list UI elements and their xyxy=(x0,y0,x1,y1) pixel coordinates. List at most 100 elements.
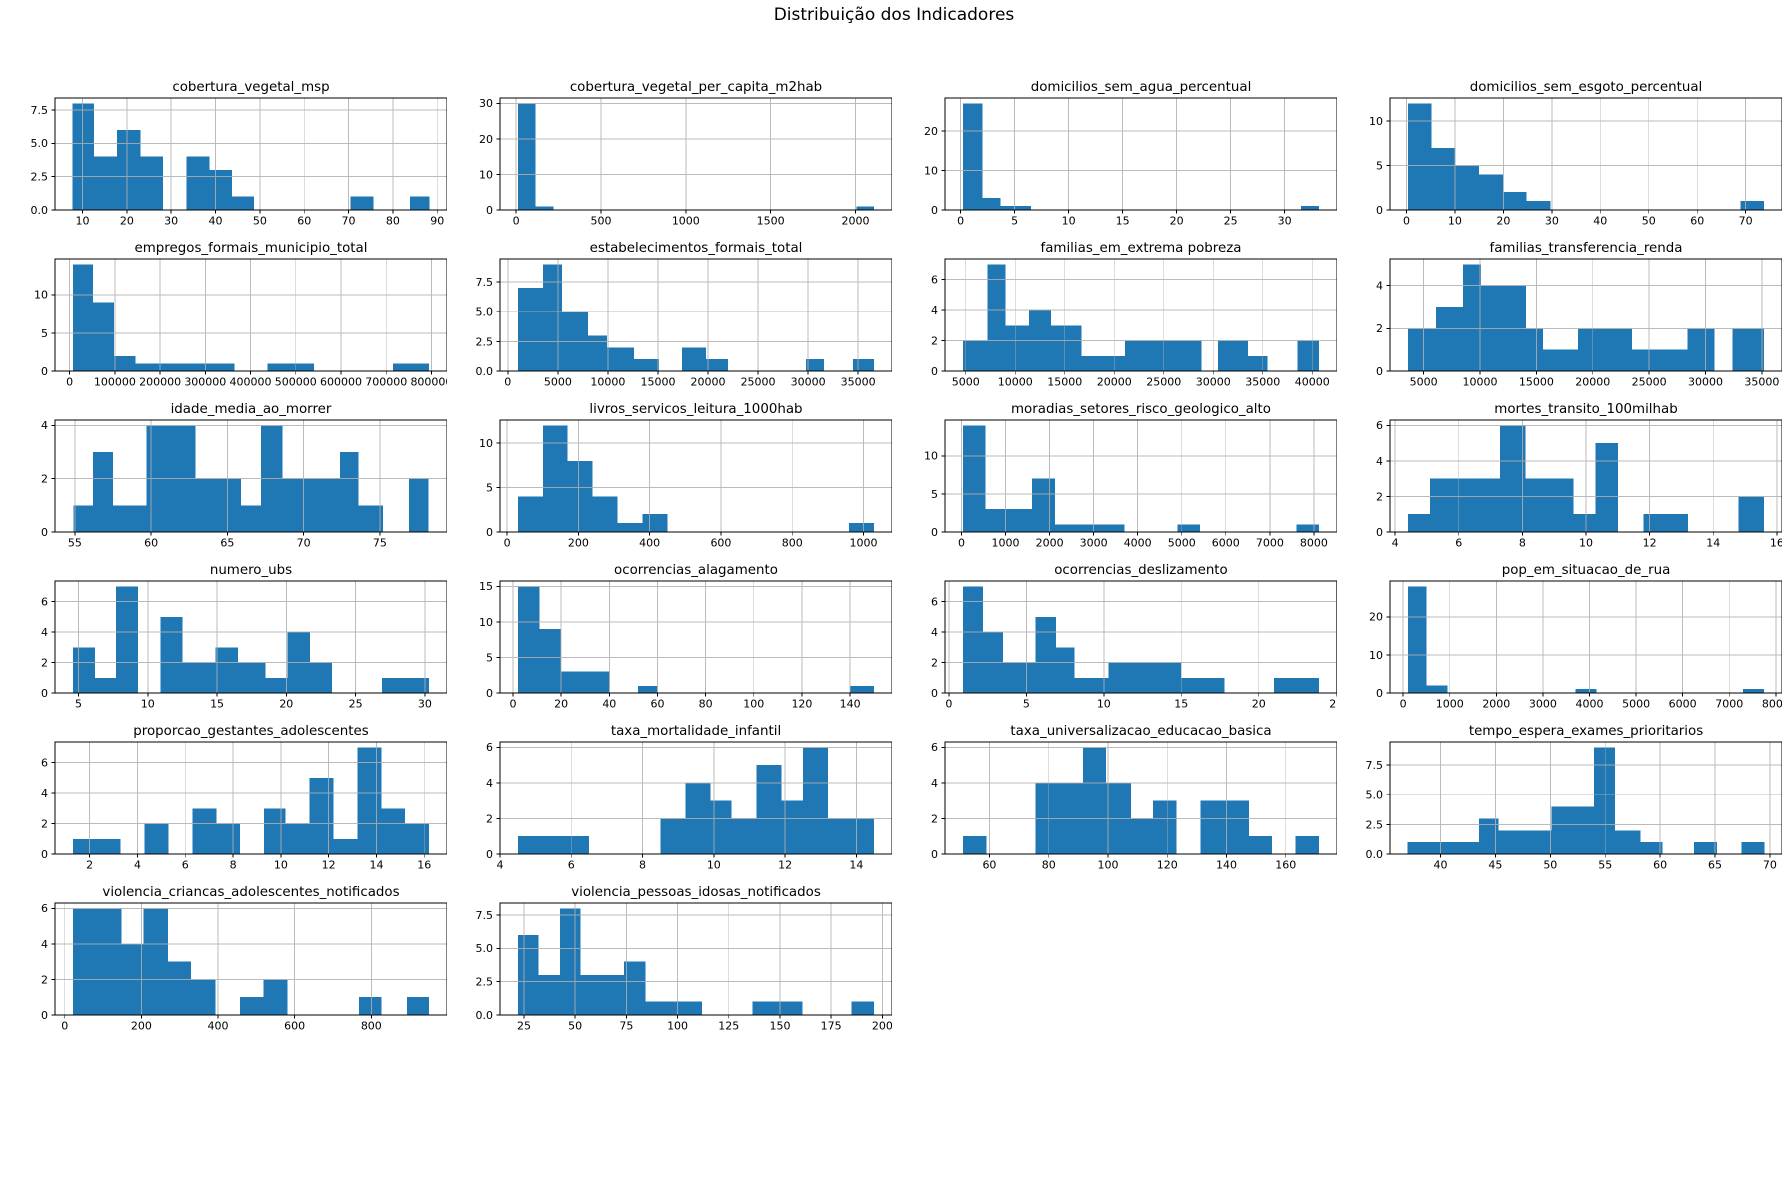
histogram-bar xyxy=(1249,836,1272,854)
histogram-bar xyxy=(1050,325,1082,371)
tick-labels: 0 1000 2000 3000 4000 5000 6000 7000 8000 0 10 20 xyxy=(1369,611,1782,711)
y-tick-label: 0 xyxy=(486,687,493,700)
x-tick-label: 70 xyxy=(1739,215,1753,228)
y-tick-label: 2 xyxy=(1376,490,1383,503)
x-tick-label: 100 xyxy=(1097,859,1118,872)
x-tick-label: 70 xyxy=(297,537,311,550)
histogram-bar xyxy=(1551,806,1595,854)
x-tick-label: 45 xyxy=(1488,859,1502,872)
x-tick-label: 15000 xyxy=(1519,376,1554,389)
x-tick-label: 400000 xyxy=(230,376,272,389)
histogram-domicilios-sem-esgoto-percentual: domicilios_sem_esgoto_percentual 0 10 20 30 4… xyxy=(1337,76,1782,237)
axes-border xyxy=(54,258,447,372)
x-tick-label: 1000 xyxy=(992,537,1020,550)
histogram-bar xyxy=(309,662,333,693)
tick-marks xyxy=(1386,616,1777,697)
histogram-bar xyxy=(660,818,686,854)
tick-labels: 10 20 30 40 50 60 70 80 90 0.0 2.5 5.0 7.5 xyxy=(31,104,445,228)
histogram-bar xyxy=(267,363,314,371)
subplot-title: numero_ubs xyxy=(210,563,292,578)
x-tick-label: 1500 xyxy=(757,215,785,228)
x-tick-label: 0 xyxy=(66,376,73,389)
axes-border xyxy=(944,580,1337,694)
histogram-bar xyxy=(209,170,232,210)
x-tick-label: 14 xyxy=(849,859,863,872)
y-tick-label: 10 xyxy=(479,168,493,181)
x-tick-label: 60 xyxy=(144,537,158,550)
x-tick-label: 10000 xyxy=(1462,376,1497,389)
histogram-bars xyxy=(517,908,875,1015)
histogram-bar xyxy=(1526,328,1544,371)
y-tick-label: 0 xyxy=(41,687,48,700)
y-tick-label: 10 xyxy=(1369,115,1383,128)
y-tick-label: 6 xyxy=(931,273,938,286)
x-tick-label: 4 xyxy=(134,859,141,872)
x-tick-label: 10 xyxy=(1579,537,1593,550)
histogram-bar xyxy=(186,156,210,210)
histogram-bar xyxy=(1463,264,1482,371)
tick-labels: 60 80 100 120 140 160 0 2 4 6 xyxy=(931,741,1296,871)
y-tick-label: 7.5 xyxy=(1366,759,1384,772)
tick-labels: 0 100000 200000 300000 400000 500000 600000 700… xyxy=(34,289,447,389)
y-tick-label: 20 xyxy=(924,125,938,138)
histogram-bar xyxy=(409,196,430,210)
plot-canvas-domicilios-sem-agua-percentual: domicilios_sem_agua_percentual 0 5 10 15 20 25… xyxy=(924,80,1337,228)
histogram-mortes-transito-100milhab: mortes_transito_100milhab 4 6 8 10 12 14 16 0 2 4 6 xyxy=(1337,398,1782,559)
histogram-bar xyxy=(1643,514,1688,532)
histogram-bar xyxy=(72,908,122,1015)
histogram-bar xyxy=(195,478,242,532)
histogram-taxa-universalizacao-educacao-basica: taxa_universalizacao_educacao_basica 60 80… xyxy=(892,720,1337,881)
histogram-bar xyxy=(827,818,875,854)
histogram-bar xyxy=(406,997,430,1015)
histogram-bar xyxy=(168,961,192,1015)
histogram-bar xyxy=(1407,842,1479,854)
histogram-cobertura-vegetal-per-capita-m2hab: cobertura_vegetal_per_capita_m2hab 0 500 10… xyxy=(447,76,892,237)
histogram-bar xyxy=(1035,616,1056,693)
histogram-bar xyxy=(309,777,334,854)
histogram-bar xyxy=(93,452,113,532)
y-tick-label: 10 xyxy=(479,616,493,629)
x-tick-label: 20000 xyxy=(1575,376,1610,389)
plot-canvas-idade-media-ao-morrer: idade_media_ao_morrer 55 60 65 70 75 0 2 4 xyxy=(41,402,447,550)
subplot-title: violencia_criancas_adolescentes_notifica… xyxy=(102,885,399,900)
histogram-bar xyxy=(1455,165,1480,210)
x-tick-label: 8 xyxy=(230,859,237,872)
subplot-title: familias_transferencia_renda xyxy=(1490,241,1683,256)
y-tick-label: 6 xyxy=(41,595,48,608)
histogram-bar xyxy=(1573,514,1596,532)
x-tick-label: 35000 xyxy=(1744,376,1779,389)
histogram-bar xyxy=(1741,842,1765,854)
histogram-bar xyxy=(231,196,255,210)
tick-marks xyxy=(51,762,425,858)
tick-marks xyxy=(1386,764,1771,858)
plot-canvas-violencia-pessoas-idosas-notificados: violencia_pessoas_idosas_notificados 25 50… xyxy=(476,885,892,1033)
x-tick-label: 80 xyxy=(1042,859,1056,872)
histogram-bar xyxy=(987,264,1006,371)
axes-border xyxy=(499,97,892,211)
histogram-bar xyxy=(140,156,164,210)
histogram-bar xyxy=(1743,689,1765,693)
histogram-bar xyxy=(1687,328,1715,371)
plot-canvas-familias-transferencia-renda: familias_transferencia_renda 5000 10000 150… xyxy=(1376,241,1782,389)
histogram-bar xyxy=(1431,147,1456,210)
histogram-bar xyxy=(542,264,562,371)
subplot-title: familias_em_extrema pobreza xyxy=(1041,241,1242,256)
histogram-bar xyxy=(216,823,241,854)
histogram-bar xyxy=(160,616,183,693)
y-tick-label: 0 xyxy=(931,365,938,378)
tick-labels: 0 20 40 60 80 100 120 140 0 5 10 15 xyxy=(479,580,861,710)
histogram-bar xyxy=(1108,662,1182,693)
x-tick-label: 160 xyxy=(1275,859,1296,872)
y-tick-label: 2.5 xyxy=(31,171,49,184)
x-tick-label: 70 xyxy=(342,215,356,228)
y-tick-label: 0 xyxy=(931,687,938,700)
x-tick-label: 6000 xyxy=(1669,698,1697,711)
histogram-bar xyxy=(633,359,659,371)
histogram-bar xyxy=(1074,677,1109,693)
y-tick-label: 0.0 xyxy=(31,204,49,217)
axes-border xyxy=(499,580,892,694)
y-tick-label: 6 xyxy=(41,902,48,915)
tick-labels: 5000 10000 15000 20000 25000 30000 35000 0 2 4 xyxy=(1376,280,1779,389)
histogram-bar xyxy=(144,823,169,854)
